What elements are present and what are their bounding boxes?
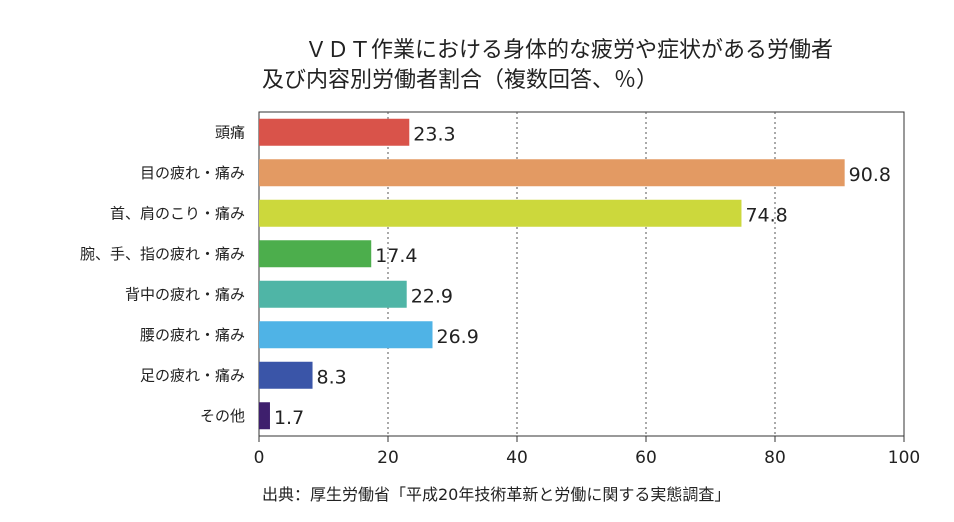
x-tick-label: 20 (377, 448, 399, 468)
category-label: 首、肩のこり・痛み (110, 204, 245, 222)
value-label: 8.3 (317, 366, 347, 388)
bar (259, 280, 407, 308)
category-label: 腰の疲れ・痛み (140, 326, 245, 344)
value-label: 22.9 (411, 285, 453, 307)
x-tick-label: 100 (888, 448, 920, 468)
x-tick-label: 0 (254, 448, 265, 468)
bar (259, 402, 270, 430)
bars: 頭痛 23.3 目の疲れ・痛み 90.8 首、肩のこり・痛み 74.8 腕、手、指の疲れ・痛… (80, 118, 891, 430)
category-label: 背中の疲れ・痛み (125, 285, 245, 303)
x-tick-label: 40 (506, 448, 528, 468)
value-label: 26.9 (437, 326, 479, 348)
bar (259, 118, 410, 146)
bar (259, 361, 313, 389)
chart-title: ＶＤＴ作業における身体的な疲労や症状がある労働者 及び内容別労働者割合（複数回答… (262, 38, 833, 93)
bar (259, 240, 372, 268)
bar (259, 199, 742, 227)
value-label: 17.4 (375, 245, 417, 267)
chart-title-line-1: ＶＤＴ作業における身体的な疲労や症状がある労働者 (305, 38, 833, 63)
plot-frame (258, 111, 905, 437)
x-axis: 0 20 40 60 80 100 (254, 436, 920, 468)
source-note: 出典：厚生労働省「平成20年技術革新と労働に関する実態調査」 (262, 485, 730, 504)
category-label: 目の疲れ・痛み (140, 164, 245, 182)
x-tick-label: 80 (764, 448, 786, 468)
value-label: 90.8 (849, 164, 891, 186)
category-label: 頭痛 (215, 123, 245, 141)
x-tick-label: 60 (635, 448, 657, 468)
grid (258, 111, 905, 437)
value-label: 1.7 (274, 407, 304, 429)
value-label: 74.8 (745, 204, 787, 226)
bar (259, 159, 845, 187)
category-label: その他 (200, 407, 245, 425)
value-label: 23.3 (413, 123, 455, 145)
bar (259, 321, 433, 349)
category-label: 腕、手、指の疲れ・痛み (80, 245, 245, 263)
category-label: 足の疲れ・痛み (140, 366, 245, 384)
chart-title-line-2: 及び内容別労働者割合（複数回答、％） (262, 68, 658, 93)
